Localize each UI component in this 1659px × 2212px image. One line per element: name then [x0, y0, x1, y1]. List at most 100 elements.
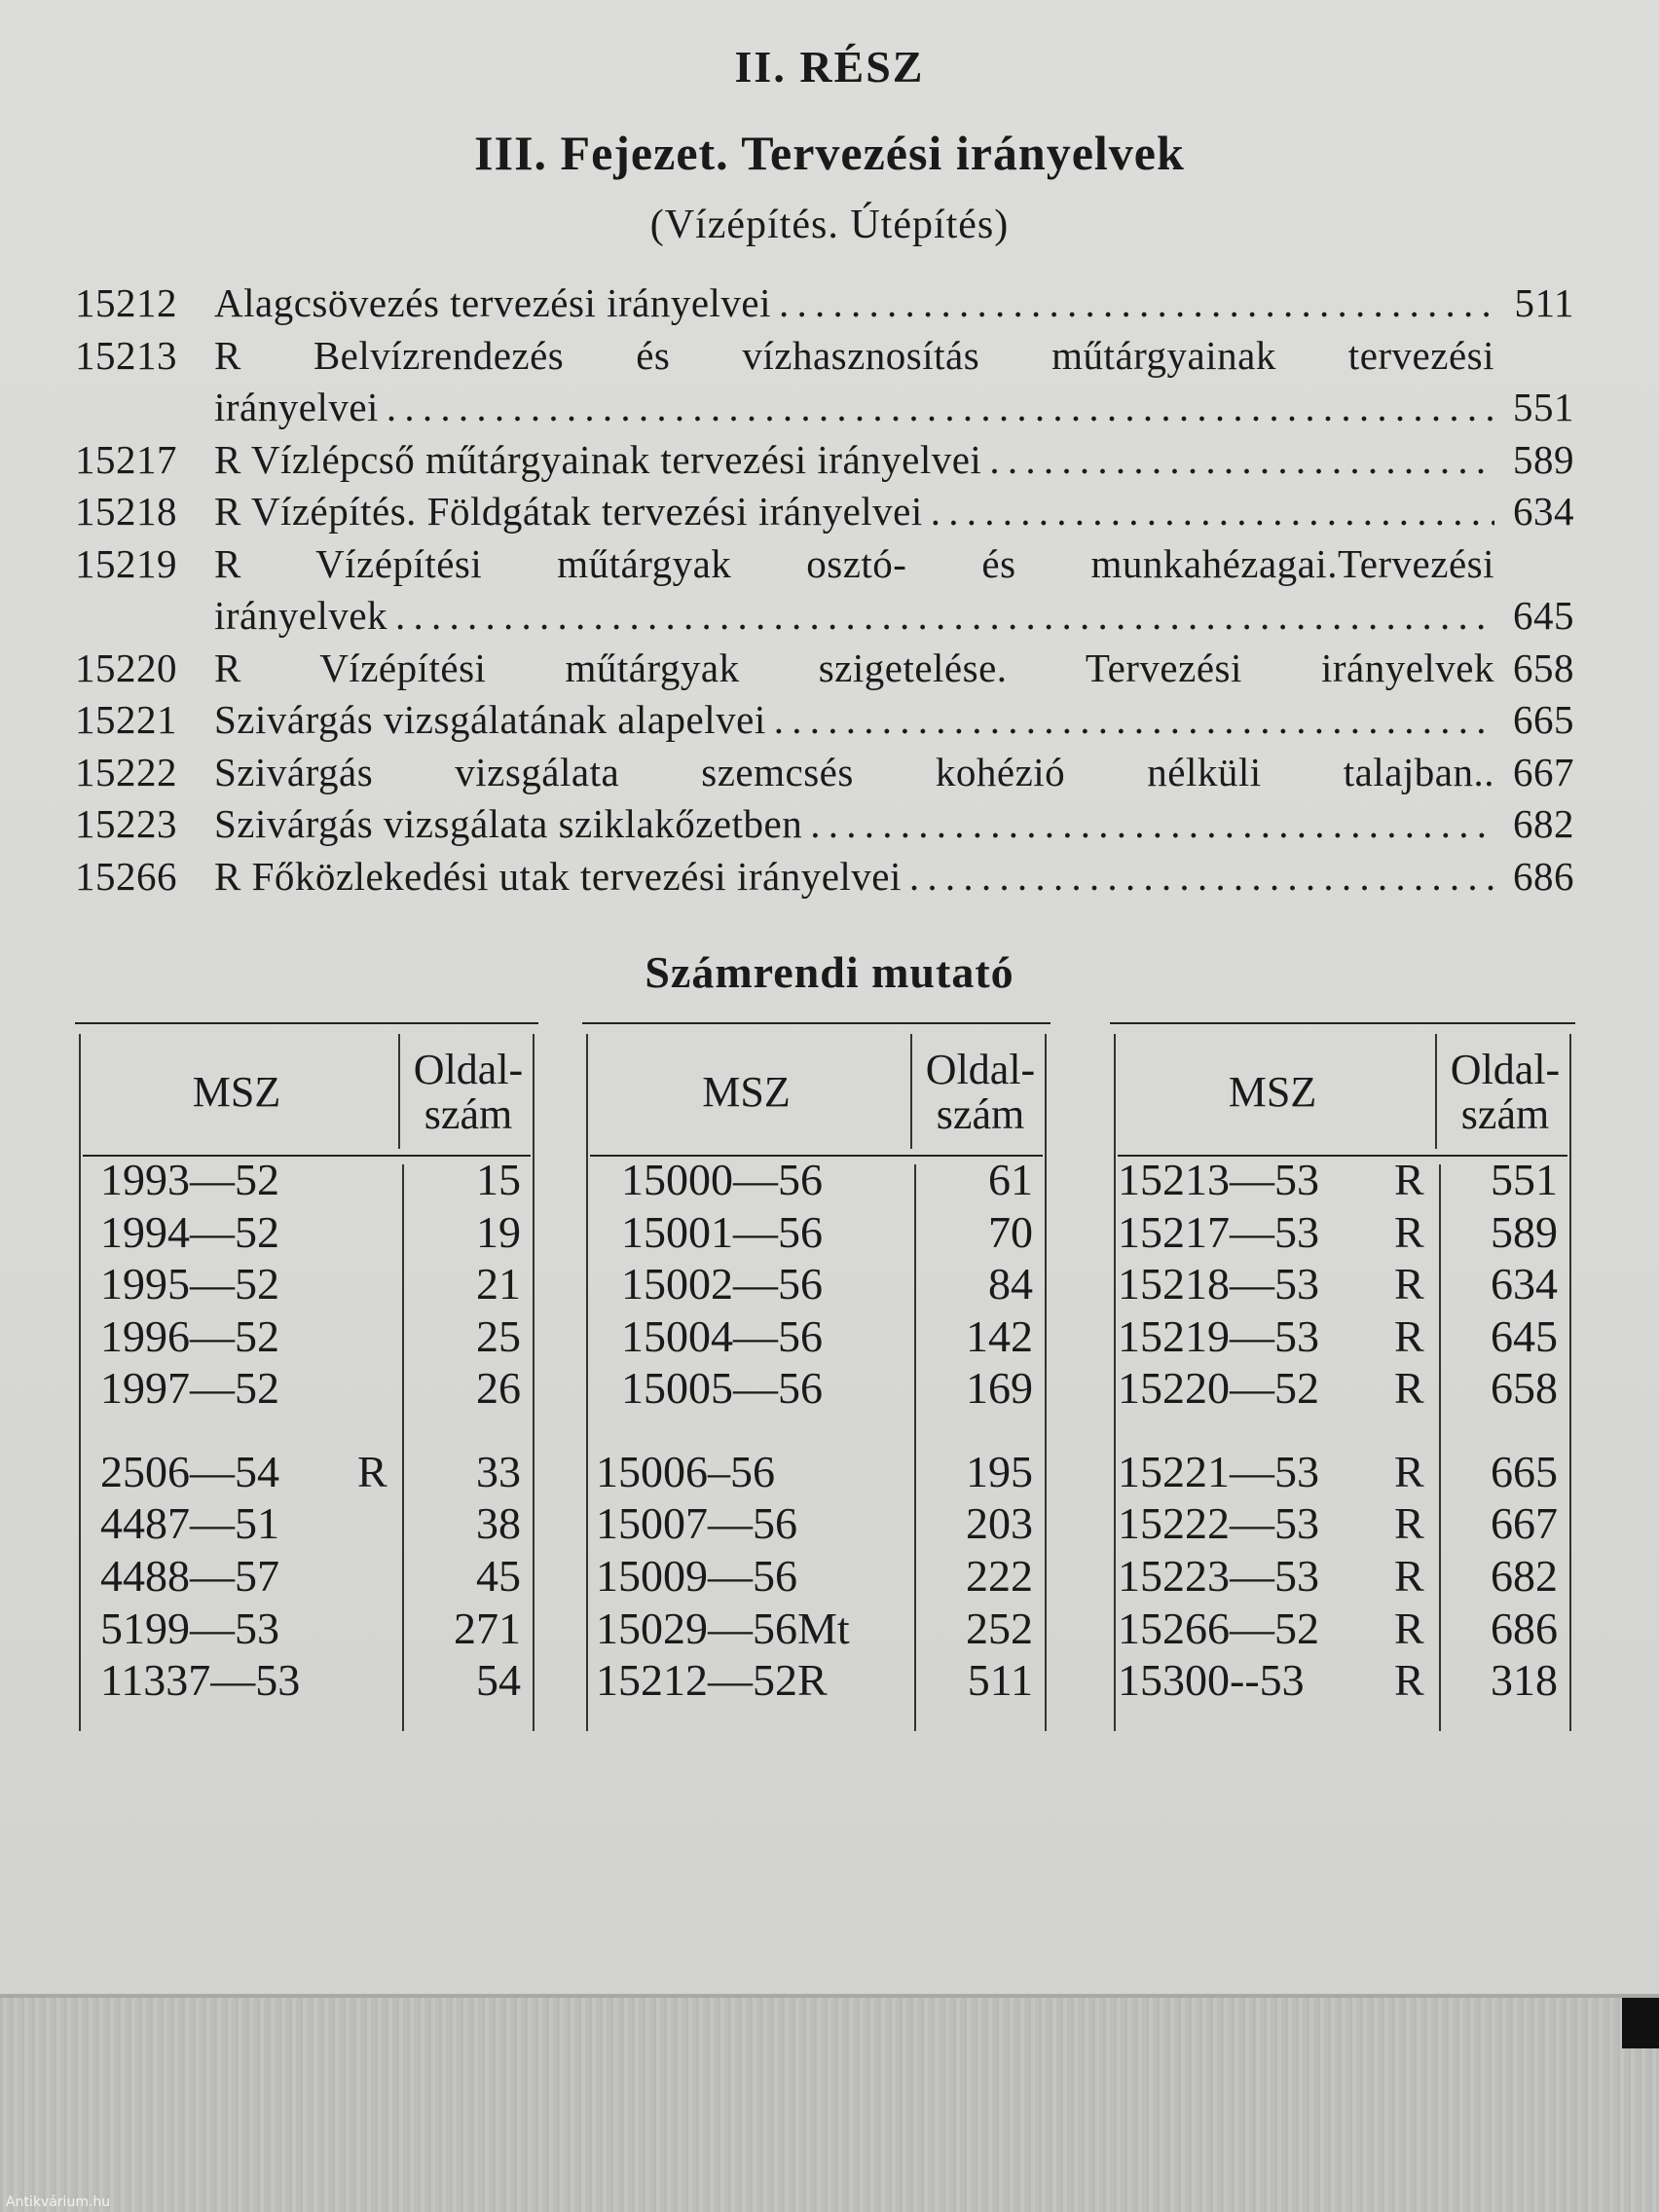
standard-number: 5199—53 [100, 1604, 279, 1653]
page-number: 38 [476, 1498, 521, 1548]
toc-entry-body: irányelvei 551 [214, 382, 1574, 434]
index-row: 1997—52 26 [75, 1362, 538, 1415]
index-row: 15221—53 R 665 [1110, 1446, 1575, 1498]
toc-standard-number: 15223 [75, 801, 177, 846]
toc-page-number: 645 [1513, 593, 1574, 638]
table-left-border [79, 1034, 81, 1731]
page-number: 271 [454, 1604, 521, 1653]
toc-entry-title: Szivárgás vizsgálata sziklakőzetben [214, 801, 803, 846]
column-header-page: Oldal- szám [925, 1046, 1036, 1138]
index-row: 15002—56 84 [582, 1258, 1051, 1310]
toc-standard-number: 15222 [75, 749, 177, 794]
index-row: 15217—53 R 589 [1110, 1206, 1575, 1259]
standard-number: 15000—56 [621, 1155, 823, 1204]
toc-entry: 15219 R Vízépítési műtárgyak osztó- és mu… [75, 538, 1574, 591]
toc-entry-body: R Vízépítés. Földgátak tervezési irányel… [214, 486, 1574, 538]
revision-flag: R [1394, 1498, 1424, 1548]
toc-page-spacer [1494, 538, 1574, 591]
page-number: 70 [988, 1207, 1033, 1257]
part-heading: II. RÉSZ [734, 42, 925, 92]
index-row: 15004—56 142 [582, 1310, 1051, 1363]
standard-number: 15212—52R [596, 1655, 828, 1705]
dot-leader [981, 434, 1494, 487]
column-divider [910, 1034, 912, 1149]
page-number: 682 [1491, 1551, 1558, 1601]
revision-flag: R [1394, 1551, 1424, 1601]
standard-number: 11337—53 [100, 1655, 301, 1705]
page-number: 634 [1491, 1259, 1558, 1309]
page-number: 667 [1491, 1498, 1558, 1548]
standard-number: 15222—53 [1118, 1498, 1319, 1548]
index-row: 15007—56 203 [582, 1497, 1051, 1550]
toc-entry-title: irányelvek [214, 593, 388, 638]
index-row: 15266—52 R 686 [1110, 1603, 1575, 1655]
toc-entry-body: R Vízépítési műtárgyak osztó- és munkahé… [214, 538, 1574, 591]
page-number: 45 [476, 1551, 521, 1601]
table-header-rule [1118, 1155, 1567, 1157]
index-row: 15220—52 R 658 [1110, 1362, 1575, 1415]
dot-leader [902, 851, 1494, 903]
toc-standard-number: 15220 [75, 645, 177, 690]
index-row: 15222—53 R 667 [1110, 1497, 1575, 1550]
revision-flag: R [1394, 1604, 1424, 1653]
page-number: 15 [476, 1155, 521, 1204]
toc-entry-title: Alagcsövezés tervezési irányelvei [214, 280, 772, 325]
watermark: Antikvárium.hu [6, 2194, 111, 2210]
dark-corner [1622, 1998, 1659, 2048]
index-row: 1996—52 25 [75, 1310, 538, 1363]
table-right-border [1045, 1034, 1047, 1731]
column-divider [1435, 1034, 1437, 1149]
index-row: 5199—53 271 [75, 1603, 538, 1655]
column-header-msz: MSZ [192, 1068, 281, 1116]
index-row: 2506—54 R 33 [75, 1446, 538, 1498]
index-row: 15213—53 R 551 [1110, 1154, 1575, 1206]
standard-number: 15029—56Mt [596, 1604, 850, 1653]
index-table: MSZ Oldal- szám 15213—53 R 551 15217—53 R 589 15… [1110, 1022, 1575, 1731]
dot-leader [379, 382, 1494, 434]
standard-number: 2506—54 [100, 1447, 279, 1496]
standard-number: 15221—53 [1118, 1447, 1319, 1496]
toc-entry: irányelvei 551 [75, 382, 1574, 434]
toc-page-number: 551 [1513, 385, 1574, 429]
column-header-msz: MSZ [1228, 1068, 1317, 1116]
table-header-rule [590, 1155, 1043, 1157]
toc-page-number: 589 [1513, 436, 1574, 482]
toc-entry: 15222 Szivárgás vizsgálata szemcsés kohéz… [75, 747, 1574, 799]
toc-entry-title: R Főközlekedési utak tervezési irányelve… [214, 853, 902, 899]
toc-page-number: 686 [1513, 853, 1574, 899]
standard-number: 15004—56 [621, 1311, 823, 1361]
standard-number: 1993—52 [100, 1155, 279, 1204]
index-row: 15006–56 195 [582, 1446, 1051, 1498]
toc-standard-number: 15217 [75, 436, 177, 482]
toc-page-number: 667 [1513, 749, 1574, 794]
toc-entry-body: R Vízépítési műtárgyak szigetelése. Terv… [214, 643, 1574, 695]
toc-entry-body: Szivárgás vizsgálata szemcsés kohézió né… [214, 747, 1574, 799]
dot-leader [387, 590, 1494, 643]
toc-entry: 15223 Szivárgás vizsgálata sziklakőzetben… [75, 798, 1574, 851]
revision-flag: R [1394, 1207, 1424, 1257]
toc-entry: 15217 R Vízlépcső műtárgyainak tervezési … [75, 434, 1574, 487]
page-number: 195 [966, 1447, 1033, 1496]
page-number: 222 [966, 1551, 1033, 1601]
toc-entry-body: Szivárgás vizsgálata sziklakőzetben 682 [214, 798, 1574, 851]
toc-entry: 15212 Alagcsövezés tervezési irányelvei 51… [75, 277, 1574, 330]
standard-number: 15006–56 [596, 1447, 775, 1496]
toc-page-number: 634 [1513, 489, 1574, 534]
standard-number: 15009—56 [596, 1551, 797, 1601]
index-row: 15218—53 R 634 [1110, 1258, 1575, 1310]
page-number: 142 [966, 1311, 1033, 1361]
column-divider [914, 1164, 916, 1731]
page-number: 19 [476, 1207, 521, 1257]
toc-entry-title: irányelvei [214, 385, 379, 429]
toc-page-number: 511 [1514, 280, 1574, 325]
page-number: 551 [1491, 1155, 1558, 1204]
page-number: 511 [967, 1655, 1033, 1705]
toc-entry-body: R Belvízrendezés és vízhasznosítás műtár… [214, 330, 1574, 383]
revision-flag: R [1394, 1155, 1424, 1204]
standard-number: 1997—52 [100, 1363, 279, 1413]
table-top-rule [75, 1022, 538, 1024]
column-header-msz: MSZ [702, 1068, 791, 1116]
revision-flag: R [1394, 1655, 1424, 1705]
standard-number: 15266—52 [1118, 1604, 1319, 1653]
page-number: 686 [1491, 1604, 1558, 1653]
